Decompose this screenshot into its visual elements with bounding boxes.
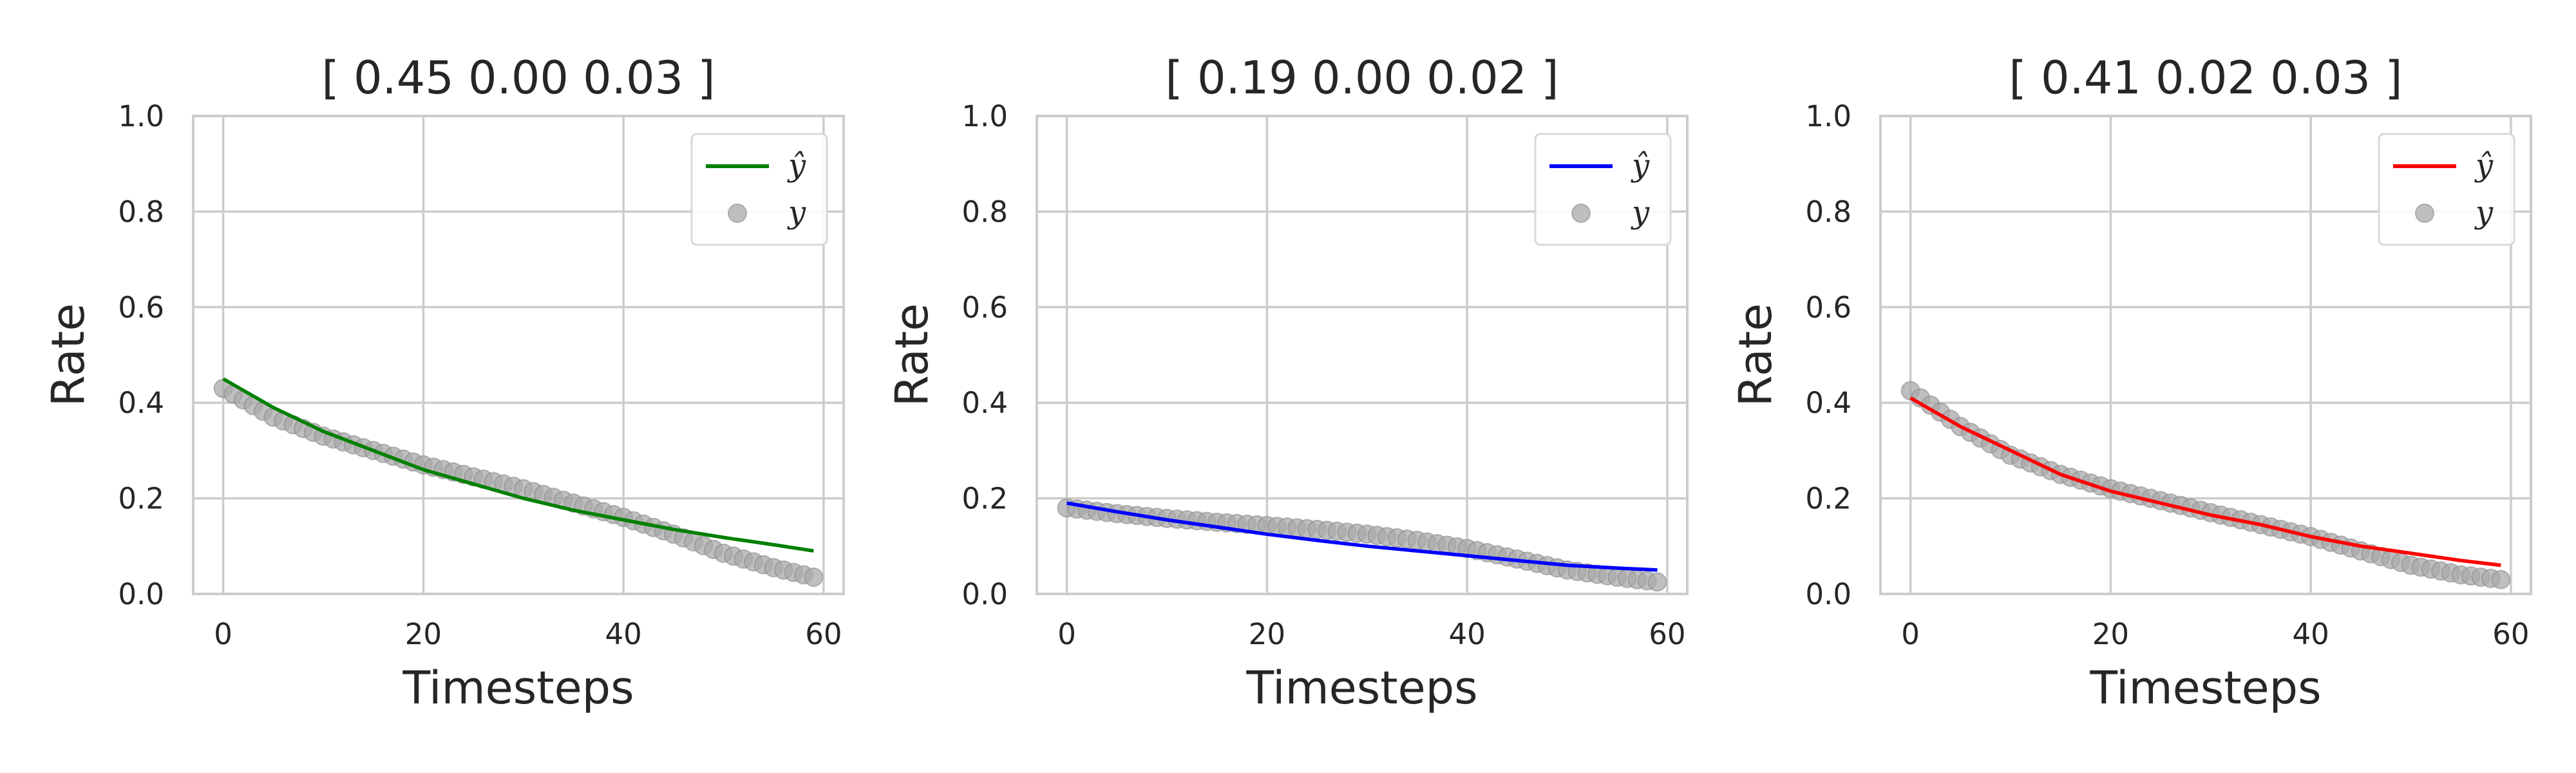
chart-title: [ 0.45 0.00 0.03 ] [321,52,715,104]
y-tick-label: 0.4 [961,386,1008,420]
series-line-yhat [222,377,814,553]
x-tick-label: 40 [1449,617,1486,651]
legend-label-y: y [1631,195,1650,231]
legend-box [1534,133,1672,246]
x-tick-label: 60 [805,617,842,651]
y-tick-label: 0.2 [961,482,1008,516]
y-tick-label: 0.8 [118,195,164,229]
y-tick-label: 0.6 [961,291,1008,325]
y-tick-label: 0.0 [961,577,1008,611]
data-point-y [2491,569,2511,589]
series-line-yhat [1909,396,2501,568]
data-point-y [804,568,824,587]
legend-box [2378,133,2515,246]
x-tick-label: 40 [2293,617,2329,651]
y-axis-label: Rate [42,303,95,407]
y-tick-label: 1.0 [1805,99,1852,133]
x-axis-label: Timesteps [1245,662,1477,714]
chart-panel-3: 0 20 40 60 0.0 0.2 0.4 0.6 0.8 1.0 [ 0.41 0.02 0.0… [1729,52,2532,714]
y-tick-label: 1.0 [961,99,1008,133]
y-tick-label: 0.8 [1805,195,1852,229]
x-tick-label: 20 [405,617,442,651]
x-tick-label: 40 [605,617,642,651]
y-tick-label: 0.6 [1805,291,1852,325]
plot-frame [1036,115,1689,595]
x-axis-label: Timesteps [2089,662,2321,714]
plot-frame [192,115,845,595]
x-tick-label: 0 [1901,617,1920,651]
legend-label-yhat: ŷ [2474,148,2494,184]
chart-title: [ 0.19 0.00 0.02 ] [1165,52,1558,104]
x-tick-label: 20 [1249,617,1285,651]
x-axis-label: Timesteps [402,662,634,714]
legend-swatch-marker [728,204,747,223]
legend-swatch-marker [1571,204,1591,223]
y-axis-label: Rate [886,303,938,407]
legend-swatch-marker [2415,204,2434,223]
y-tick-label: 0.0 [1805,577,1852,611]
chart-panel-2: 0 20 40 60 0.0 0.2 0.4 0.6 0.8 1.0 [ 0.19 0.00 0.0… [886,52,1689,714]
legend-label-y: y [787,195,806,231]
y-tick-label: 1.0 [118,99,164,133]
series-line-yhat [1066,501,1658,572]
y-tick-label: 0.6 [118,291,164,325]
x-tick-label: 60 [2492,617,2529,651]
data-point-y [1647,572,1667,592]
chart-title: [ 0.41 0.02 0.03 ] [2009,52,2402,104]
y-tick-label: 0.8 [961,195,1008,229]
legend-label-yhat: ŷ [787,148,806,184]
x-tick-label: 60 [1649,617,1685,651]
y-tick-label: 0.4 [118,386,164,420]
y-tick-label: 0.0 [118,577,164,611]
legend-box [690,133,828,246]
x-tick-label: 0 [214,617,232,651]
plot-frame [1879,115,2532,595]
y-tick-label: 0.4 [1805,386,1852,420]
chart-panel-1: 0 20 40 60 0.0 0.2 0.4 0.6 0.8 1.0 [ 0.45 0.00 0.0… [42,52,845,714]
y-axis-label: Rate [1729,303,1782,407]
legend-label-yhat: ŷ [1631,148,1650,184]
y-tick-label: 0.2 [1805,482,1852,516]
x-tick-label: 0 [1057,617,1076,651]
legend-label-y: y [2474,195,2494,231]
x-tick-label: 20 [2092,617,2129,651]
y-tick-label: 0.2 [118,482,164,516]
